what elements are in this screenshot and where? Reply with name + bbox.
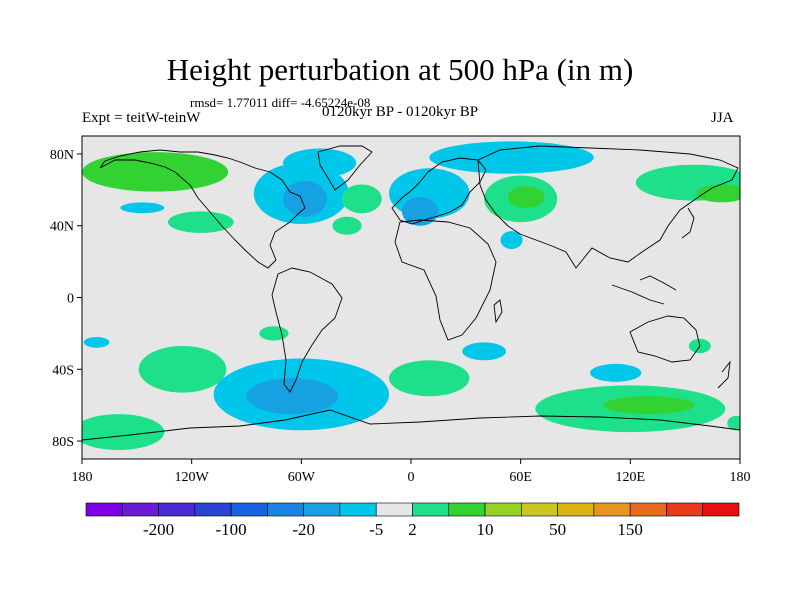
colorbar-swatch [484, 502, 522, 517]
coast-south-america [271, 267, 343, 393]
coast-greenland [317, 145, 373, 191]
colorbar-label: -20 [292, 520, 315, 539]
colorbar-label: 2 [408, 520, 417, 539]
anomaly-region-25 [590, 363, 642, 382]
y-tick-label: 40N [50, 220, 74, 235]
coast-north-america [99, 149, 306, 269]
y-tick-label: 80S [52, 435, 74, 450]
anomaly-region-27 [602, 396, 695, 415]
colorbar-swatch [339, 502, 377, 517]
anomaly-region-0 [82, 152, 229, 192]
coast-antarctica [82, 409, 740, 441]
colorbar-swatch [702, 502, 740, 517]
coast-asia [477, 145, 739, 269]
colorbar-swatch [194, 502, 232, 517]
anomaly-region-2 [120, 202, 165, 214]
coast-new-zealand [717, 360, 731, 389]
x-tick-label: 180 [72, 470, 93, 485]
y-tick-label: 40S [52, 363, 74, 378]
anomaly-region-8 [332, 216, 362, 235]
colorbar-swatch [557, 502, 595, 517]
colorbar-label: 10 [477, 520, 494, 539]
colorbar-swatch [230, 502, 268, 517]
anomaly-region-23 [389, 360, 470, 397]
colorbar-swatch [121, 502, 159, 517]
colorbar: -200 -100 -20 -5 2 10 50 150 [85, 502, 740, 539]
experiment-label: Expt = teitW-teinW [82, 110, 201, 126]
coast-europe [391, 157, 487, 225]
colorbar-label: -200 [143, 520, 174, 539]
anomaly-region-5 [283, 180, 327, 217]
colorbar-swatch [629, 502, 667, 517]
season-label: JJA [711, 110, 734, 126]
x-tick-label: 60W [288, 470, 316, 485]
anomaly-region-21 [246, 378, 338, 415]
y-tick-label: 80N [50, 148, 74, 163]
coast-africa [394, 219, 497, 341]
colorbar-swatch [666, 502, 704, 517]
anomaly-region-22 [82, 414, 165, 451]
colorbar-swatch [375, 502, 413, 517]
anomaly-region-24 [462, 342, 507, 361]
anomaly-region-29 [727, 415, 740, 431]
coastlines [82, 145, 740, 441]
colorbar-label: 150 [617, 520, 643, 539]
anomaly-region-13 [507, 186, 545, 208]
coast-madagascar [493, 299, 503, 324]
colorbar-swatch [448, 502, 486, 517]
anomaly-region-16 [696, 184, 740, 203]
anomaly-region-7 [341, 184, 382, 214]
colorbar-swatch [85, 502, 123, 517]
colorbar-label: -5 [369, 520, 383, 539]
stats-label: rmsd= 1.77011 diff= -4.65224e-08 [190, 95, 371, 110]
anomaly-region-17 [259, 326, 289, 341]
colorbar-swatch [412, 502, 450, 517]
x-tick-label: 0 [408, 470, 415, 485]
x-tick-label: 120E [616, 470, 646, 485]
y-tick-label: 0 [67, 292, 74, 307]
x-tick-label: 120W [175, 470, 210, 485]
colorbar-label: 50 [549, 520, 566, 539]
x-tick-label: 60E [509, 470, 532, 485]
x-tick-label: 180 [730, 470, 751, 485]
coast-japan [681, 207, 695, 239]
anomaly-region-11 [429, 141, 594, 174]
anomaly-region-3 [167, 211, 234, 233]
anomaly-region-18 [83, 336, 110, 348]
colorbar-swatch [267, 502, 304, 517]
coast-australia [629, 315, 701, 363]
colorbar-swatch [158, 502, 196, 517]
colorbar-swatch [303, 502, 341, 517]
axis-ticks: 180 120W 60W 0 60E 120E 180 80N 40N 0 40S 80S [50, 148, 751, 485]
colorbar-label: -100 [216, 520, 247, 539]
anomaly-region-14 [500, 231, 523, 250]
colorbar-swatch [593, 502, 631, 517]
chart-title: Height perturbation at 500 hPa (in m) [166, 52, 634, 87]
anomaly-region-19 [138, 345, 227, 393]
colorbar-swatch [521, 502, 558, 517]
period-label: 0120kyr BP - 0120kyr BP [322, 104, 479, 120]
coast-indonesia [611, 275, 677, 305]
